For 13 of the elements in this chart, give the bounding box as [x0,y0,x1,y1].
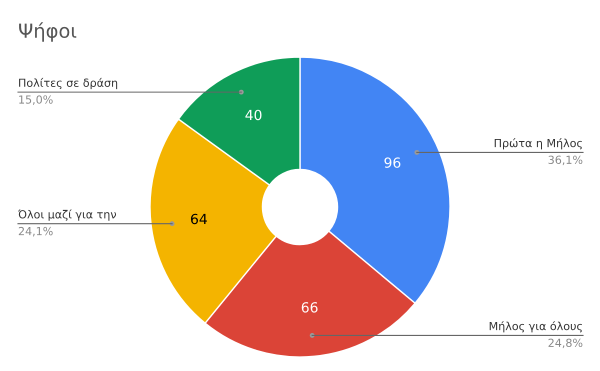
text: 24,8% [548,338,582,348]
slice-label: Πολίτες σε δράση [19,78,118,90]
text: 15,0% [19,95,53,105]
data-label: 64 [190,214,207,224]
slice-label: Πρώτα η Μήλος [494,138,582,150]
slice-label: Όλοι μαζί για την [18,209,116,221]
slice-label: Μήλος για όλους [490,321,582,332]
text: 24,1% [18,226,53,236]
chart-title: Ψήφοι [19,22,76,42]
data-label: 40 [245,110,262,120]
data-label: 96 [384,157,400,168]
text: 36,1% [548,156,582,166]
data-label: 66 [302,302,318,313]
